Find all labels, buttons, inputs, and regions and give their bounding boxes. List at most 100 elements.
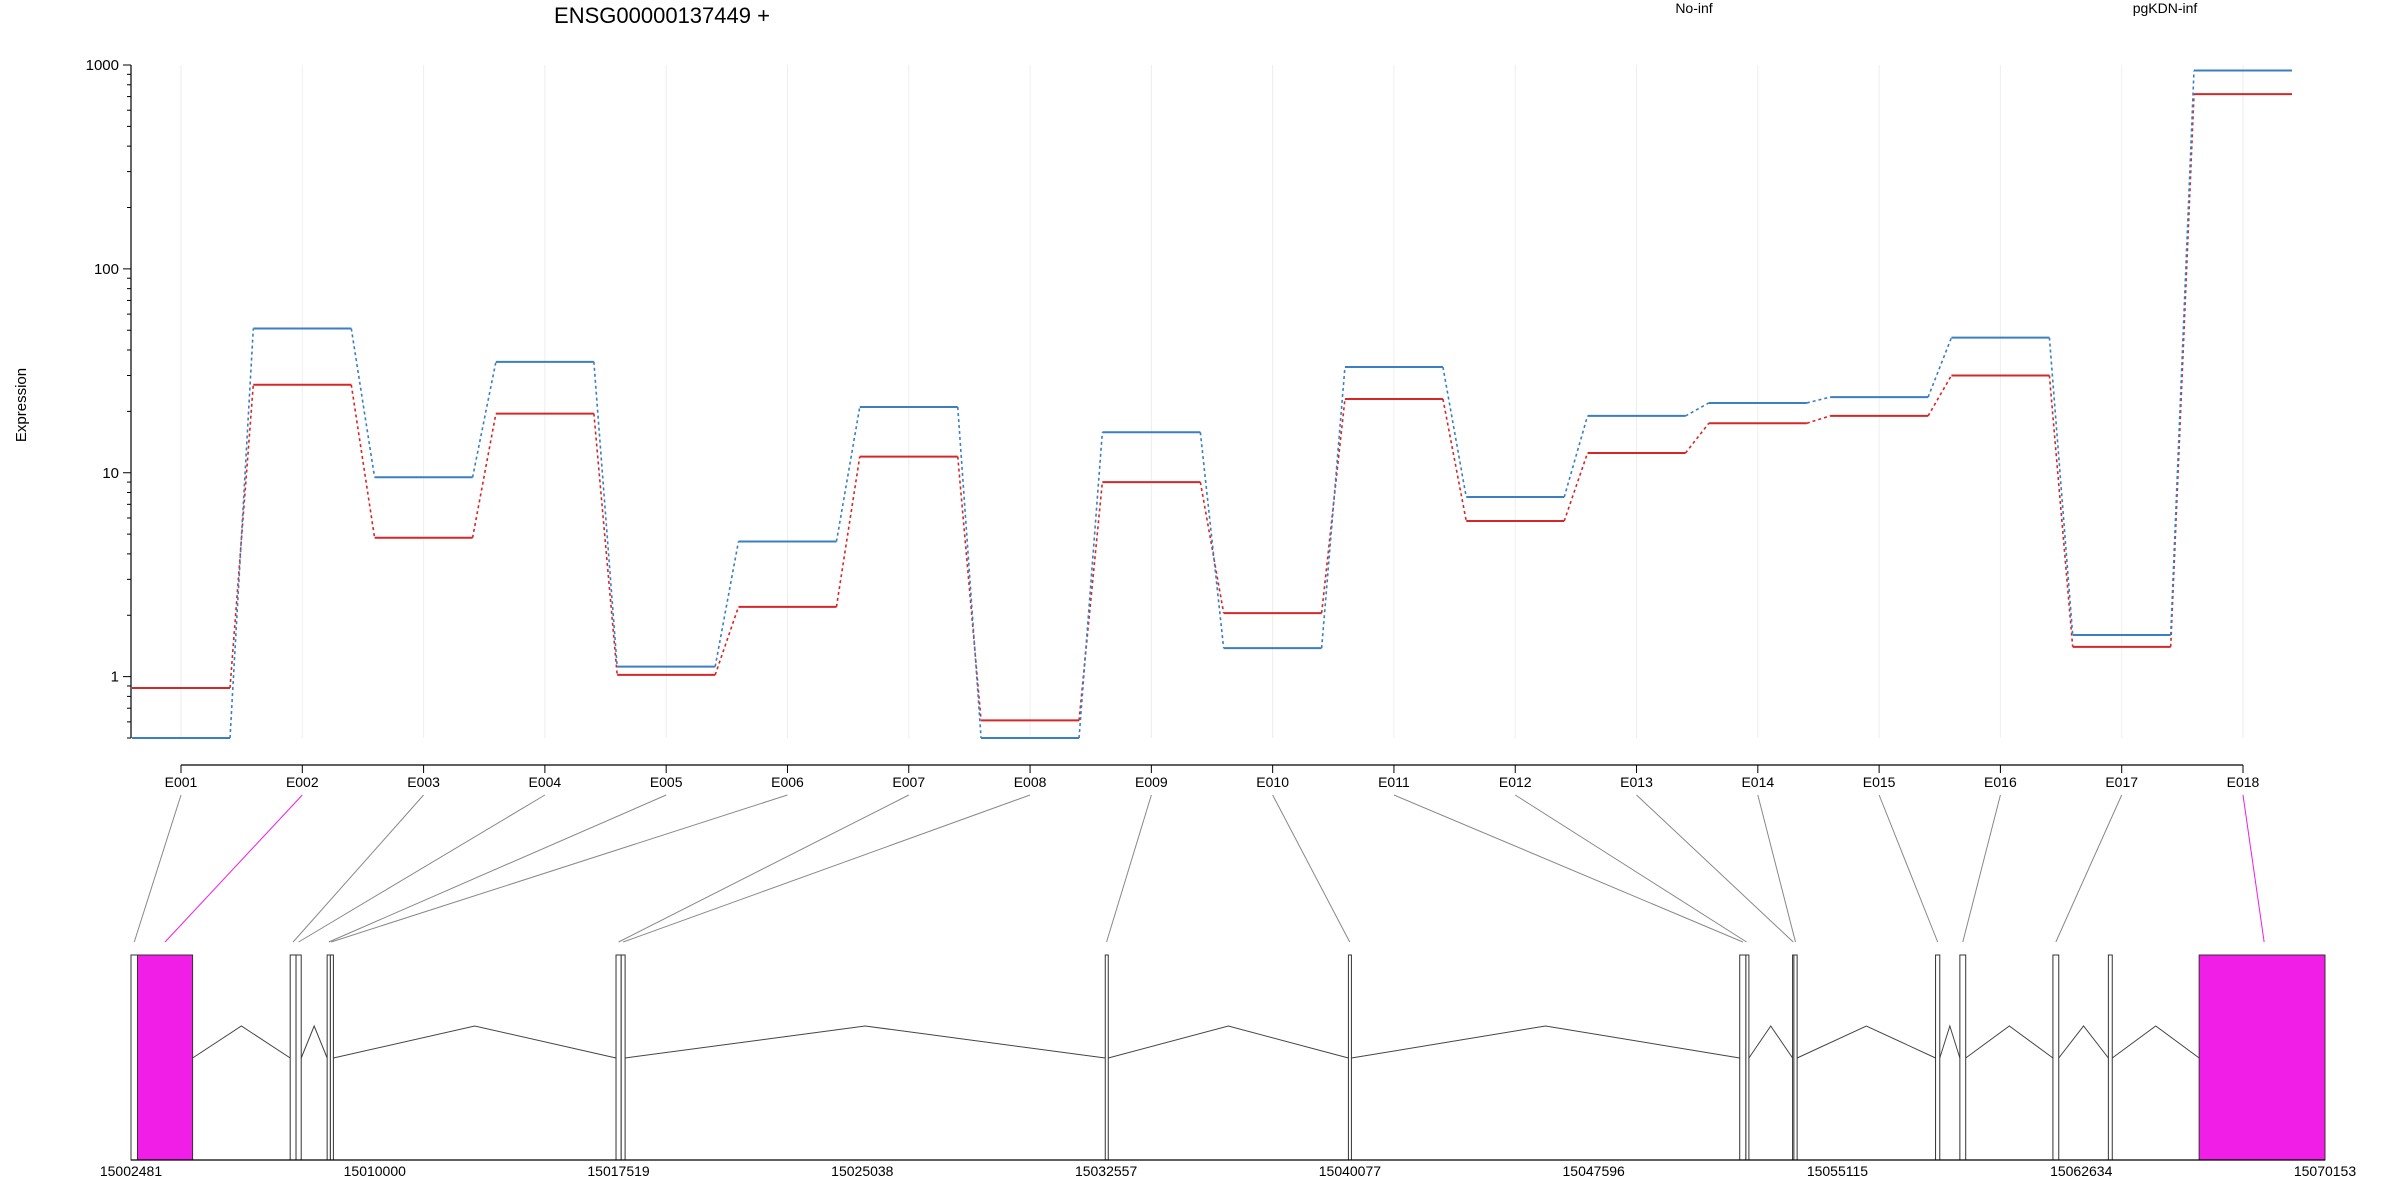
- connector-e006: [331, 794, 788, 943]
- coord-tick-label: 15062634: [2050, 1163, 2113, 1179]
- connector-e012: [1514, 794, 1747, 943]
- y-tick-label: 1: [111, 669, 119, 686]
- series-pgkdn-inf-connector: [593, 361, 618, 667]
- connector-e002: [164, 794, 303, 943]
- gene-model: [130, 954, 2326, 1161]
- connector-e003: [292, 794, 424, 943]
- intron-line: [1108, 1025, 1349, 1059]
- series-no-inf-connector: [350, 384, 376, 538]
- exon-box-e016: [1959, 954, 1967, 1161]
- x-tick-label-e014: E014: [1741, 774, 1774, 790]
- exon-box-e001: [130, 954, 138, 1161]
- exon-box-e015: [1935, 954, 1941, 1161]
- chart-title: ENSG00000137449 +: [554, 3, 770, 28]
- x-tick-label-e018: E018: [2227, 774, 2260, 790]
- exon-box-e011: [1739, 954, 1747, 1161]
- connector-e018: [2242, 794, 2265, 943]
- exon-box-e014: [1793, 954, 1798, 1161]
- series-no-inf-connector: [1563, 452, 1589, 522]
- series-pgkdn-inf-connector: [471, 361, 497, 478]
- x-tick-label-e003: E003: [407, 774, 440, 790]
- x-tick-label-e011: E011: [1378, 774, 1410, 790]
- intron-line: [1351, 1025, 1740, 1059]
- series-no-inf-connector: [835, 456, 861, 607]
- exon-box-e012: [1745, 954, 1750, 1161]
- series-no-inf-connector: [471, 413, 497, 538]
- coord-tick-label: 15047596: [1563, 1163, 1626, 1179]
- x-tick-label-e006: E006: [771, 774, 804, 790]
- x-tick-label-e010: E010: [1256, 774, 1289, 790]
- series-no-inf-connector: [1442, 398, 1468, 522]
- coord-tick-label: 15025038: [831, 1163, 894, 1179]
- exon-box-e007: [615, 954, 622, 1161]
- connector-e008: [622, 794, 1031, 943]
- x-tick-label-e004: E004: [529, 774, 562, 790]
- exon-box-e009: [1104, 954, 1109, 1161]
- exon-box-e010: [1347, 954, 1352, 1161]
- exon-box-e003: [289, 954, 297, 1161]
- grid-lines: [180, 65, 2244, 738]
- connector-e016: [1962, 794, 2001, 943]
- series-pgkdn-inf-connector: [956, 407, 982, 739]
- series-pgkdn-inf-connector: [714, 541, 740, 667]
- connector-e015: [1878, 794, 1939, 943]
- exon-box-e018: [2107, 954, 2113, 1161]
- coord-tick-label: 15032557: [1075, 1163, 1138, 1179]
- connector-e011: [1393, 794, 1744, 943]
- coord-tick-label: 15070153: [2294, 1163, 2357, 1179]
- series-pgkdn-inf-connector: [1199, 432, 1225, 649]
- y-tick-label: 1000: [86, 57, 119, 74]
- series-no-inf-connector: [1078, 482, 1104, 721]
- connector-e005: [328, 794, 667, 943]
- x-tick-label-e013: E013: [1620, 774, 1653, 790]
- x-tick-label-e007: E007: [892, 774, 925, 790]
- coord-tick-label: 15055115: [1807, 1163, 1868, 1179]
- connector-e007: [618, 794, 909, 943]
- intron-line: [333, 1025, 617, 1059]
- series-no-inf-connector: [229, 384, 255, 689]
- intron-line: [300, 1024, 328, 1059]
- intron-line: [1939, 1024, 1961, 1059]
- x-axis: E001 E002 E003 E004 E005 E006 E007 E008 E009 E010…: [165, 764, 2260, 790]
- exon-box-e006: [329, 954, 334, 1161]
- x-tick-label-e015: E015: [1863, 774, 1896, 790]
- series-no-inf-connector: [593, 413, 618, 675]
- coord-tick-label: 15002481: [100, 1163, 163, 1179]
- x-tick-label-e002: E002: [286, 774, 319, 790]
- y-tick-label: 10: [102, 465, 119, 482]
- connector-e017: [2055, 794, 2123, 943]
- series-pgkdn-inf-connector: [1685, 402, 1710, 417]
- intron-line: [1748, 1025, 1793, 1059]
- legend-entry-pgkdn-inf: pgKDN-inf: [2133, 0, 2198, 16]
- intron-line: [1796, 1025, 1936, 1059]
- series-pgkdn-inf-connector: [350, 328, 376, 478]
- connector-e014: [1757, 794, 1796, 943]
- exon-box-e004: [295, 954, 302, 1161]
- series-pgkdn-inf-connector: [1442, 366, 1468, 498]
- series-no-inf-connector: [2048, 375, 2074, 647]
- x-tick-label-e017: E017: [2105, 774, 2138, 790]
- series-pgkdn-inf-connector: [2169, 70, 2195, 636]
- intron-line: [1965, 1025, 2054, 1059]
- exon-box-e008: [620, 954, 626, 1161]
- series-pgkdn-inf-connector: [2048, 337, 2074, 636]
- exon-connector-lines: [133, 794, 2265, 943]
- exon-box-e018b: [2198, 954, 2326, 1161]
- y-axis: 1000 100 10 1: [86, 57, 132, 739]
- series-pgkdn-inf-connector: [1806, 396, 1831, 404]
- series-no-inf-connector: [1320, 398, 1346, 614]
- series-no-inf-connector: [1927, 375, 1953, 417]
- x-tick-label-e005: E005: [650, 774, 683, 790]
- series-lines: [132, 69, 2292, 739]
- x-tick-label-e001: E001: [165, 774, 198, 790]
- x-tick-label-e012: E012: [1499, 774, 1532, 790]
- intron-line: [2111, 1025, 2200, 1059]
- intron-line: [625, 1025, 1106, 1059]
- series-no-inf-connector: [1684, 422, 1710, 454]
- series-pgkdn-inf-connector: [1927, 337, 1953, 398]
- coord-tick-label: 15010000: [344, 1163, 407, 1179]
- genomic-coordinate-axis: 15002481 15010000 15017519 15025038 15032557…: [100, 1159, 2357, 1179]
- series-pgkdn-inf-connector: [1563, 415, 1589, 498]
- connector-e013: [1636, 794, 1794, 943]
